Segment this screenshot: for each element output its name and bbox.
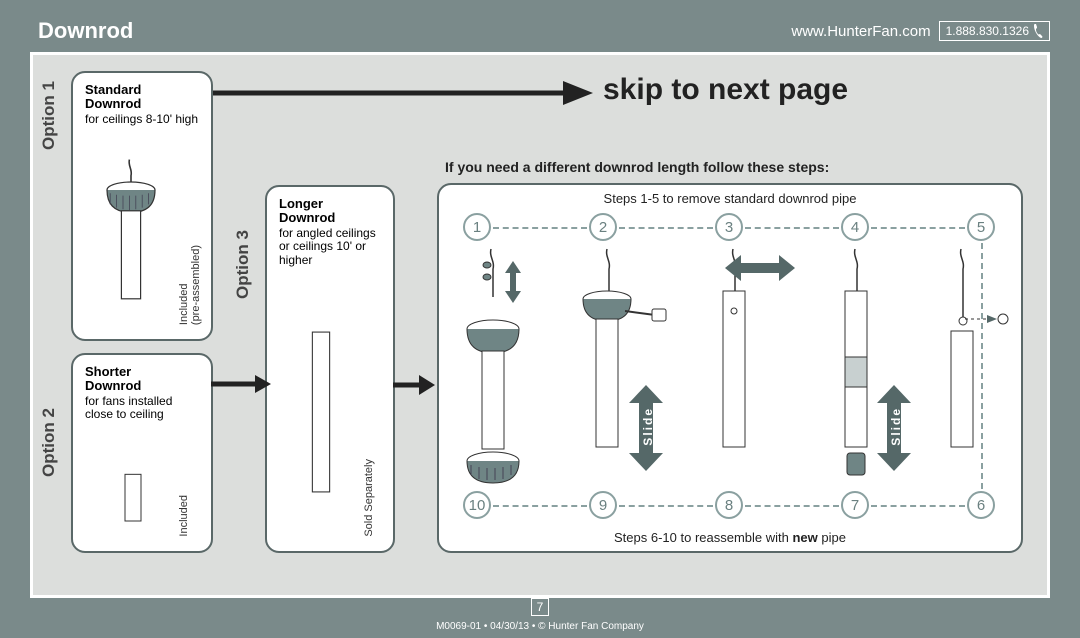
skip-arrow [213, 81, 593, 105]
long-illustration [303, 287, 339, 537]
step-7: 7 [841, 491, 869, 519]
step-1: 1 [463, 213, 491, 241]
card-longer: Longer Downrod for angled ceilings or ce… [265, 185, 395, 553]
card-standard: Standard Downrod for ceilings 8-10' high… [71, 71, 213, 341]
header-phone: 1.888.830.1326 [939, 21, 1050, 41]
option1-label: Option 1 [39, 71, 59, 161]
std-illustration [91, 135, 171, 325]
step-4: 4 [841, 213, 869, 241]
steps-frame: Steps 1-5 to remove standard downrod pip… [437, 183, 1023, 553]
step3-illustration [689, 247, 789, 487]
header-url: www.HunterFan.com [791, 23, 930, 40]
phone-number: 1.888.830.1326 [946, 24, 1029, 38]
slide-arrow-step4: Slide [877, 385, 911, 476]
header: Downrod www.HunterFan.com 1.888.830.1326 [38, 18, 1050, 44]
steps-top-legend: Steps 1-5 to remove standard downrod pip… [439, 191, 1021, 206]
step-8: 8 [715, 491, 743, 519]
step1-illustration [449, 247, 539, 487]
slide-arrow-step2: Slide [629, 385, 663, 476]
arrow-short-to-long [211, 375, 271, 393]
step5-illustration [937, 247, 1017, 487]
step-2: 2 [589, 213, 617, 241]
option2-label: Option 2 [39, 353, 59, 533]
std-included: Included (pre-assembled) [178, 245, 202, 325]
main-frame: Option 1 Option 2 Option 3 Standard Down… [30, 52, 1050, 598]
option3-label: Option 3 [233, 185, 253, 345]
slide-label-4: Slide [889, 407, 903, 446]
arrow-long-to-steps [393, 375, 435, 395]
phone-icon [1033, 24, 1043, 38]
step-9: 9 [589, 491, 617, 519]
card-std-title2: Downrod [85, 97, 199, 111]
card-short-sub: for fans installed close to ceiling [85, 395, 199, 423]
footer-text: M0069-01 • 04/30/13 • © Hunter Fan Compa… [0, 621, 1080, 632]
card-std-title1: Standard [85, 83, 199, 97]
page-title: Downrod [38, 18, 791, 44]
step-5: 5 [967, 213, 995, 241]
steps-bottom-legend: Steps 6-10 to reassemble with new pipe [439, 530, 1021, 545]
step-6: 6 [967, 491, 995, 519]
short-illustration [113, 457, 153, 537]
need-text: If you need a different downrod length f… [445, 159, 829, 175]
card-long-sub: for angled ceilings or ceilings 10' or h… [279, 227, 381, 268]
card-std-sub: for ceilings 8-10' high [85, 113, 199, 127]
long-sold: Sold Separately [363, 459, 375, 537]
skip-text: skip to next page [603, 73, 848, 107]
slide-label-2: Slide [641, 407, 655, 446]
card-short-title1: Shorter [85, 365, 199, 379]
step-3: 3 [715, 213, 743, 241]
page-number: 7 [531, 598, 549, 616]
card-shorter: Shorter Downrod for fans installed close… [71, 353, 213, 553]
short-included: Included [178, 495, 190, 537]
step3-harrow [725, 255, 795, 281]
card-long-title1: Longer [279, 197, 381, 211]
step-10: 10 [463, 491, 491, 519]
card-long-title2: Downrod [279, 211, 381, 225]
card-short-title2: Downrod [85, 379, 199, 393]
